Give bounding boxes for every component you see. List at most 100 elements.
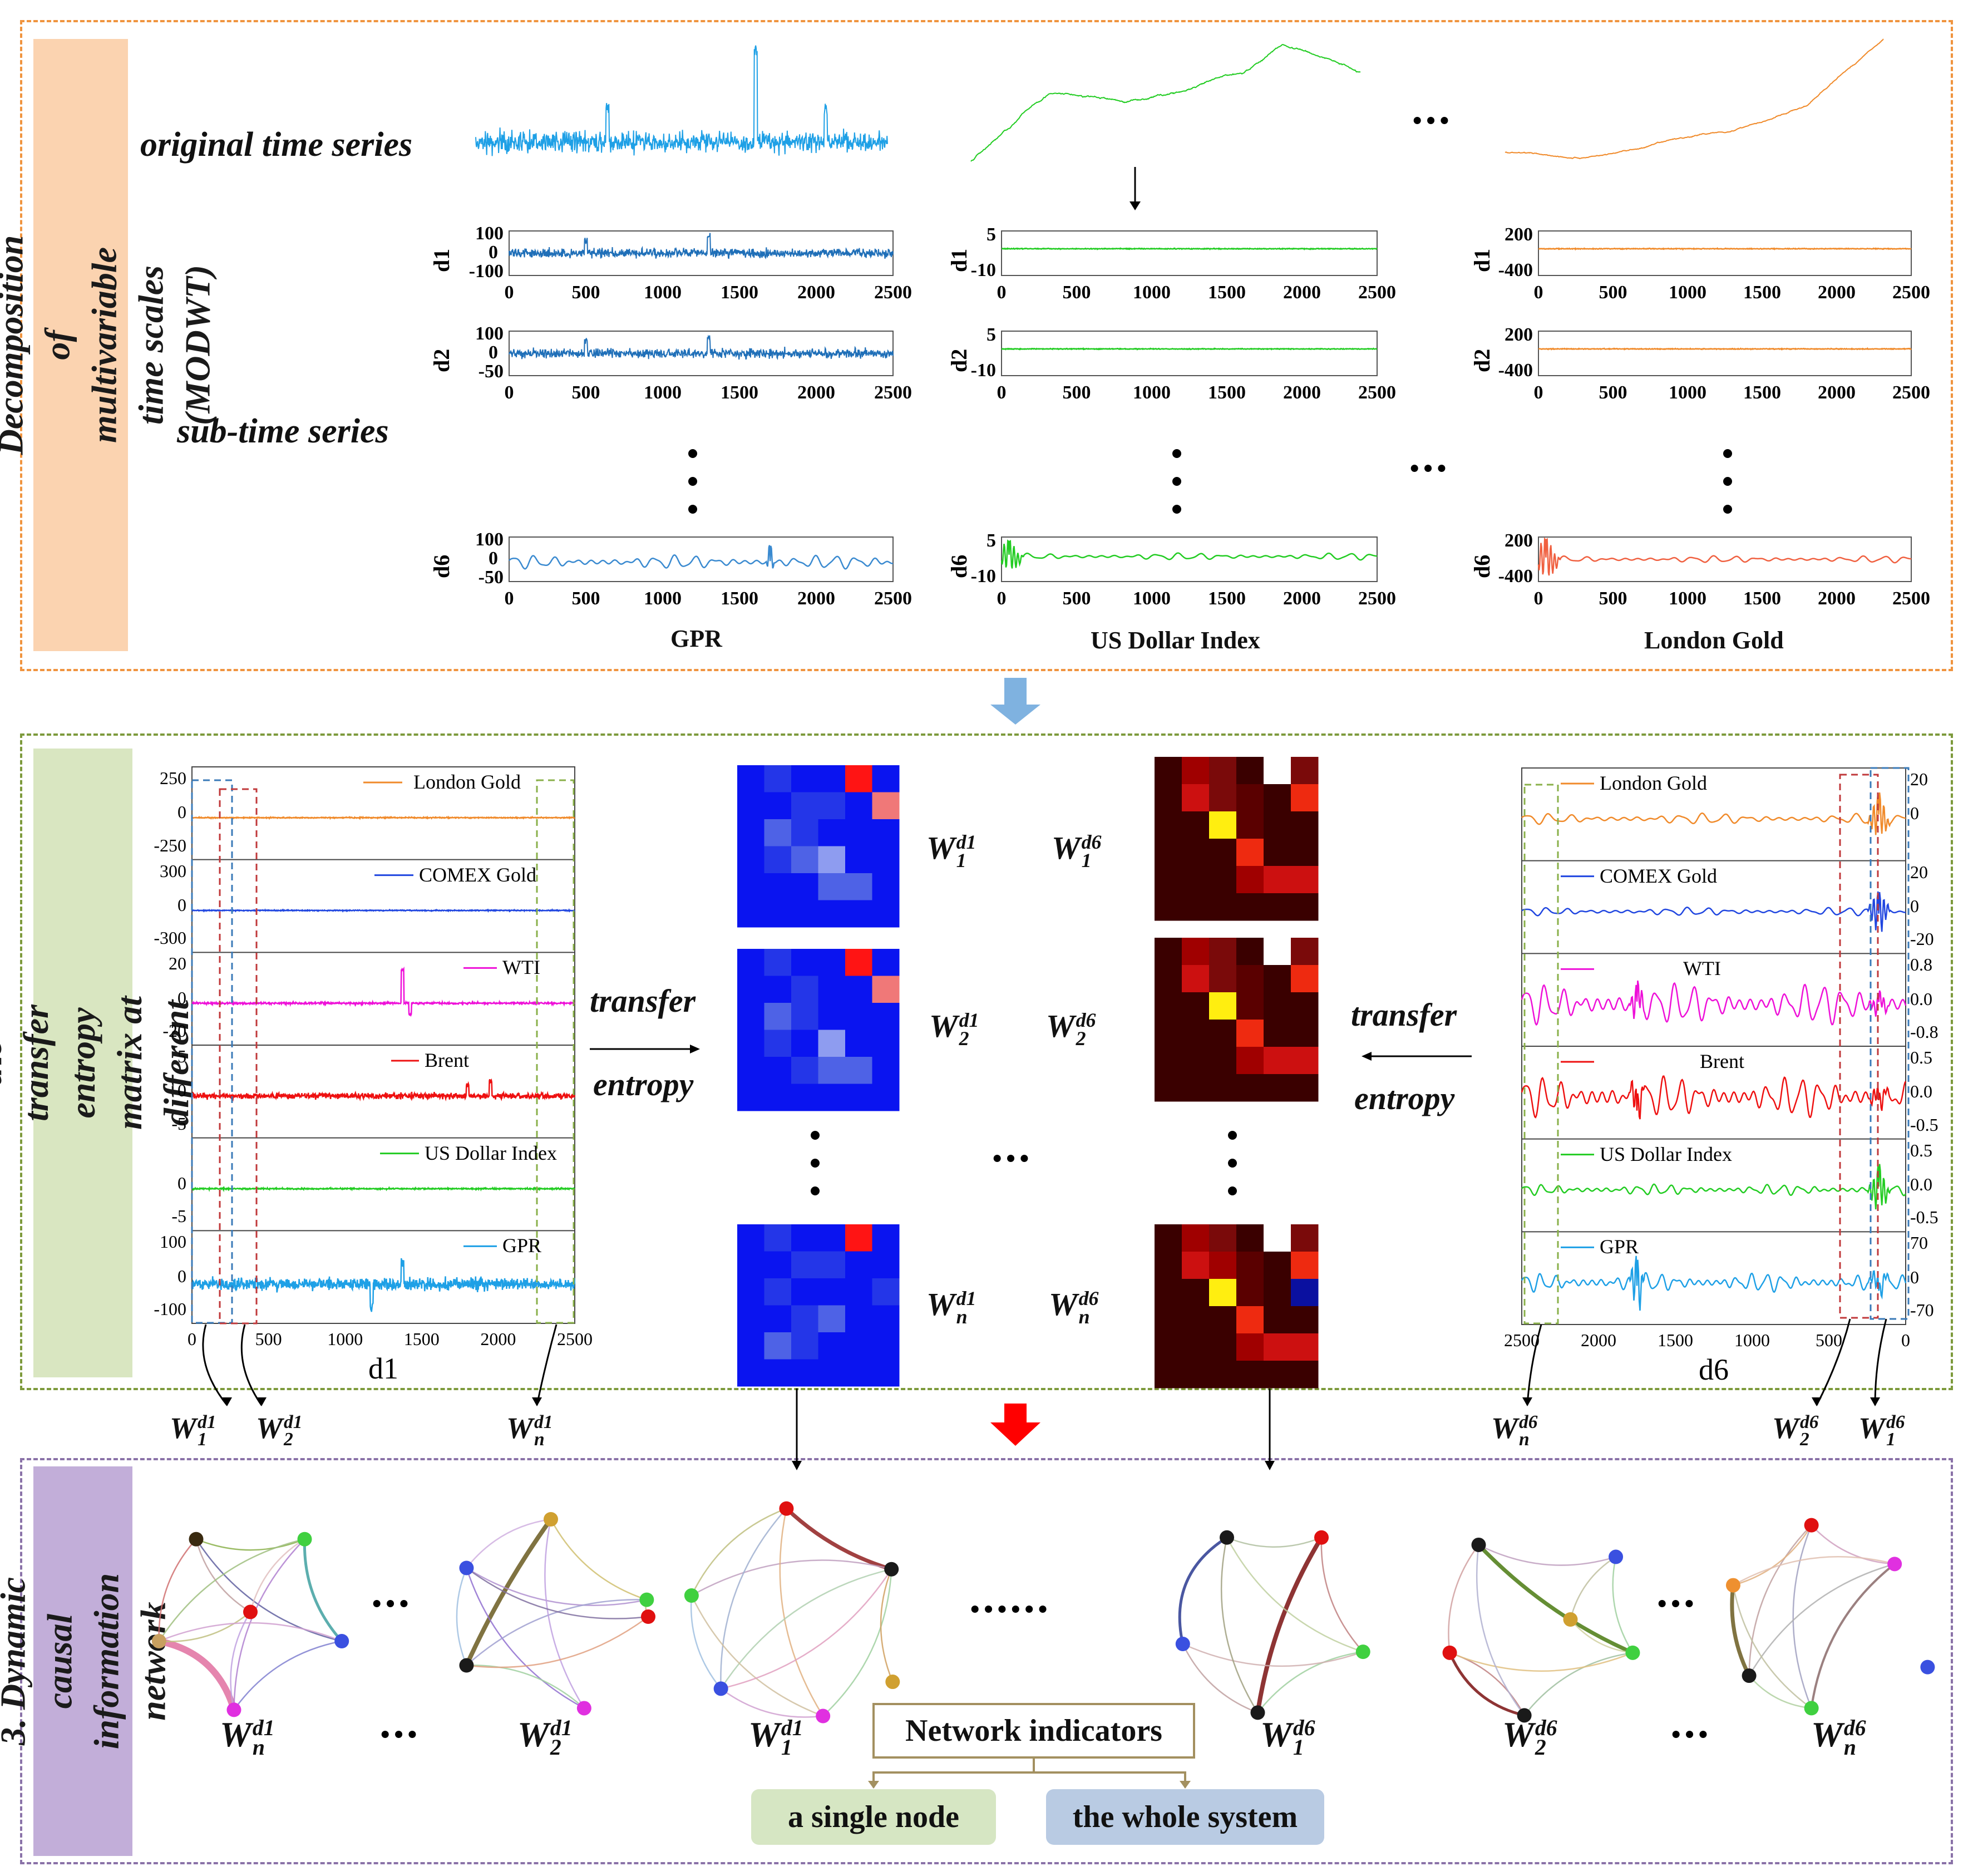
heat-cell bbox=[1236, 1224, 1264, 1252]
xtick: 2000 bbox=[1283, 382, 1321, 403]
heat-cell bbox=[737, 873, 764, 900]
ytick: -50 bbox=[478, 361, 504, 382]
ytick: 5 bbox=[177, 1046, 186, 1066]
heat-cell bbox=[791, 900, 818, 928]
heat-cell bbox=[1155, 866, 1182, 894]
heat-cell bbox=[1155, 839, 1182, 866]
w-subscript: 2 bbox=[1800, 1429, 1809, 1450]
network-edge bbox=[1733, 1556, 1895, 1586]
transfer-arrow-right-head bbox=[1362, 1052, 1372, 1061]
heat-cell bbox=[1182, 1074, 1210, 1102]
network-edge bbox=[1448, 1652, 1525, 1717]
section-3-label: 3. Dynamic causal information network bbox=[0, 1466, 172, 1856]
heat-cell bbox=[845, 792, 872, 820]
heat-cell bbox=[1291, 784, 1319, 812]
heat-cell bbox=[1236, 811, 1264, 839]
heat-cell bbox=[791, 1332, 818, 1360]
heat-cell bbox=[818, 1030, 846, 1057]
ytick: 0.0 bbox=[1910, 1174, 1932, 1194]
heat-cell bbox=[1155, 992, 1182, 1020]
network-node bbox=[1175, 1636, 1190, 1651]
heat-cell bbox=[845, 1251, 872, 1279]
network-d6-2 bbox=[1442, 1537, 1640, 1723]
network-edge bbox=[1255, 1536, 1324, 1713]
xtick: 2000 bbox=[1818, 588, 1856, 609]
ytick: -10 bbox=[970, 260, 996, 280]
ytick: 0 bbox=[177, 1266, 186, 1286]
w-symbol: W bbox=[256, 1411, 283, 1445]
w-symbol: W bbox=[1049, 1286, 1078, 1322]
ytick: -0.8 bbox=[1910, 1022, 1939, 1042]
network-edge bbox=[1732, 1585, 1812, 1709]
ytick: 0.5 bbox=[1910, 1047, 1932, 1067]
heat-cell bbox=[845, 976, 872, 1003]
down-arrow-red bbox=[990, 1404, 1040, 1446]
decomp-frame bbox=[1001, 331, 1378, 376]
w-subscript: 1 bbox=[1081, 849, 1092, 871]
decomp-series-gpr-d1 bbox=[509, 233, 894, 260]
w-superscript: d6 bbox=[1886, 1412, 1905, 1433]
window-arrow-head bbox=[1870, 1397, 1880, 1406]
xtick: 500 bbox=[571, 382, 600, 403]
heat-cell bbox=[1155, 811, 1182, 839]
w-superscript: d1 bbox=[781, 1715, 803, 1740]
network-edge bbox=[466, 1599, 647, 1666]
w-symbol: W bbox=[1502, 1715, 1534, 1754]
arrowhead-single bbox=[868, 1781, 879, 1789]
heat-cell bbox=[791, 846, 818, 874]
network-edge bbox=[690, 1595, 722, 1690]
heat-cell bbox=[1236, 839, 1264, 866]
heat-cell bbox=[845, 1030, 872, 1057]
heat-cell bbox=[1209, 965, 1237, 993]
w-superscript: d1 bbox=[252, 1715, 275, 1740]
window-arrow bbox=[1526, 1324, 1542, 1406]
network-node bbox=[243, 1604, 258, 1619]
vertical-dot bbox=[688, 449, 697, 458]
xtick: 2500 bbox=[874, 588, 912, 609]
heat-cell bbox=[1291, 965, 1319, 993]
heat-cell bbox=[872, 1224, 900, 1252]
ytick: -0.5 bbox=[1910, 1207, 1939, 1228]
w-subscript: 2 bbox=[1076, 1027, 1086, 1050]
heat-cell bbox=[818, 819, 846, 846]
connector-single bbox=[872, 1759, 1035, 1788]
w-superscript: d1 bbox=[198, 1412, 216, 1433]
window-arrow-head bbox=[1812, 1397, 1822, 1406]
w-subscript: n bbox=[1078, 1305, 1090, 1328]
decomp-series-gold-d2 bbox=[1538, 347, 1912, 351]
xtick: 2500 bbox=[1358, 282, 1396, 303]
net-long-ellipsis: ······ bbox=[968, 1586, 1050, 1632]
network-edge bbox=[880, 1569, 894, 1682]
w-symbol: W bbox=[517, 1715, 549, 1754]
ytick: -5 bbox=[171, 1206, 186, 1227]
window-arrow bbox=[1816, 1318, 1851, 1406]
matrix-ellipsis: ··· bbox=[990, 1135, 1032, 1181]
panel-xlabel: d1 bbox=[368, 1352, 398, 1385]
vertical-dot bbox=[688, 477, 697, 486]
network-edge bbox=[1733, 1524, 1812, 1586]
xtick: 1500 bbox=[1208, 382, 1246, 403]
arrow-head bbox=[792, 1461, 802, 1470]
xtick: 1000 bbox=[1133, 282, 1171, 303]
heat-cell bbox=[1209, 1224, 1237, 1252]
heat-cell bbox=[737, 1305, 764, 1333]
w-superscript: d6 bbox=[1076, 1009, 1096, 1032]
network-edge bbox=[466, 1665, 585, 1709]
heat-cell bbox=[737, 1003, 764, 1030]
ytick: 0 bbox=[489, 242, 498, 263]
xtick: 1500 bbox=[721, 588, 758, 609]
network-edge bbox=[1226, 1537, 1322, 1548]
heat-cell bbox=[1209, 839, 1237, 866]
network-node bbox=[1220, 1530, 1234, 1545]
ytick: 0 bbox=[177, 1080, 186, 1101]
heat-cell bbox=[1209, 811, 1237, 839]
xtick: 1500 bbox=[1743, 588, 1781, 609]
heat-cell bbox=[764, 1084, 792, 1111]
network-edge bbox=[466, 1568, 585, 1709]
entropy-right: entropy bbox=[1354, 1080, 1455, 1116]
